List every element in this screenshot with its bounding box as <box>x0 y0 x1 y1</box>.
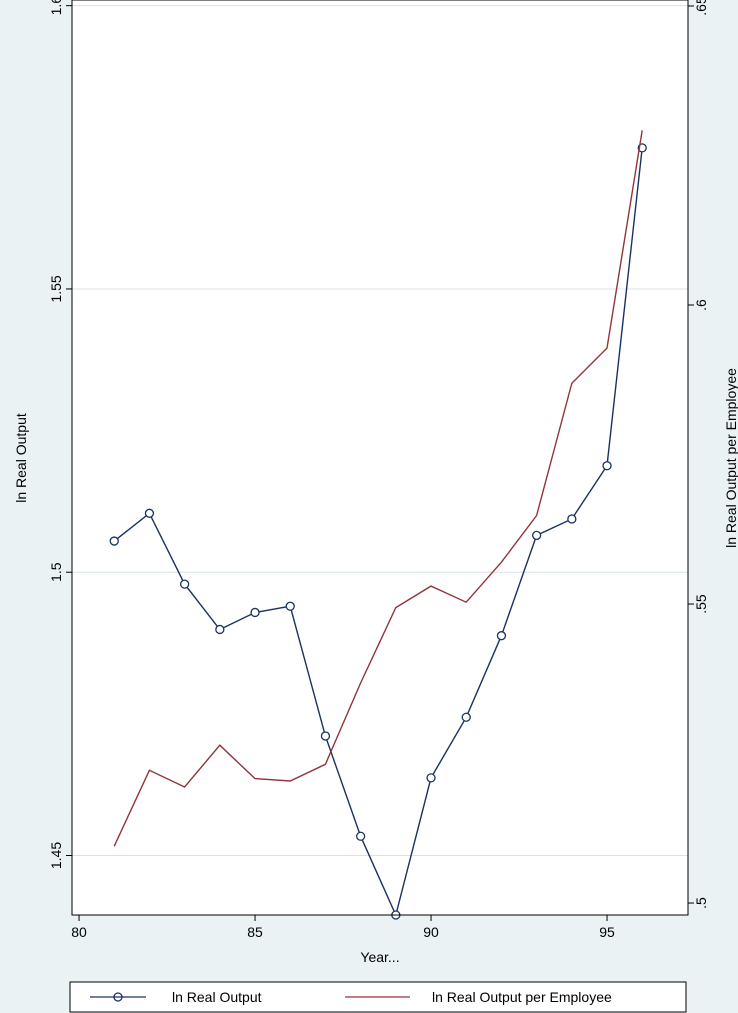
x-tick-label-90: 90 <box>423 924 439 940</box>
data-point-ln-real-output-81 <box>109 536 119 546</box>
x-tick-label-80: 80 <box>71 924 87 940</box>
data-point-ln-real-output-94 <box>567 514 577 524</box>
y-left-tick-label-1-55: 1.55 <box>48 275 64 302</box>
data-point-ln-real-output-87 <box>320 731 331 741</box>
y-right-tick-label-0-5: .5 <box>693 897 709 909</box>
series-line-ln-real-output <box>113 147 643 918</box>
data-point-ln-real-output-83 <box>179 579 190 589</box>
y-right-tick-label-0-55: .55 <box>693 594 709 614</box>
x-tick-label-85: 85 <box>247 924 263 940</box>
y-right-tick-label-0-65: .65 <box>693 0 709 16</box>
plot-area <box>72 0 688 915</box>
x-axis-title: Year... <box>360 949 399 965</box>
y-axis-title-left: ln Real Output <box>13 413 29 503</box>
data-point-ln-real-output-85 <box>250 607 260 618</box>
data-point-ln-real-output-93 <box>531 530 542 541</box>
legend-marker-ln-real-output <box>113 992 123 1002</box>
y-left-tick-label-1-45: 1.45 <box>48 842 64 869</box>
gridlines <box>72 5 688 857</box>
data-point-ln-real-output-91 <box>461 712 471 722</box>
axes: 80 85 90 95 1.45 1.5 1.55 1.6 .5 .55 .6 .65 <box>48 0 709 940</box>
data-point-ln-real-output-88 <box>355 831 366 841</box>
data-point-ln-real-output-86 <box>285 601 295 611</box>
data-point-ln-real-output-84 <box>215 624 225 635</box>
series-line-ln-real-output-per-employee <box>113 130 643 847</box>
y-left-tick-label-1-6: 1.6 <box>48 0 64 15</box>
data-point-ln-real-output-95 <box>602 461 612 471</box>
legend-label-ln-real-output-per-employee: ln Real Output per Employee <box>432 989 612 1005</box>
data-point-ln-real-output-90 <box>426 773 436 783</box>
x-tick-label-95: 95 <box>599 924 615 940</box>
y-left-tick-label-1-5: 1.5 <box>48 562 64 582</box>
legend-label-ln-real-output: ln Real Output <box>172 989 262 1005</box>
series-layer <box>109 130 647 920</box>
plot-frame <box>71 0 689 916</box>
data-point-ln-real-output-82 <box>144 508 155 518</box>
data-point-ln-real-output-92 <box>496 631 507 641</box>
legend: ln Real Output ln Real Output per Employ… <box>69 981 687 1013</box>
y-right-tick-label-0-6: .6 <box>693 299 709 311</box>
y-axis-title-right: ln Real Output per Employee <box>723 368 738 548</box>
